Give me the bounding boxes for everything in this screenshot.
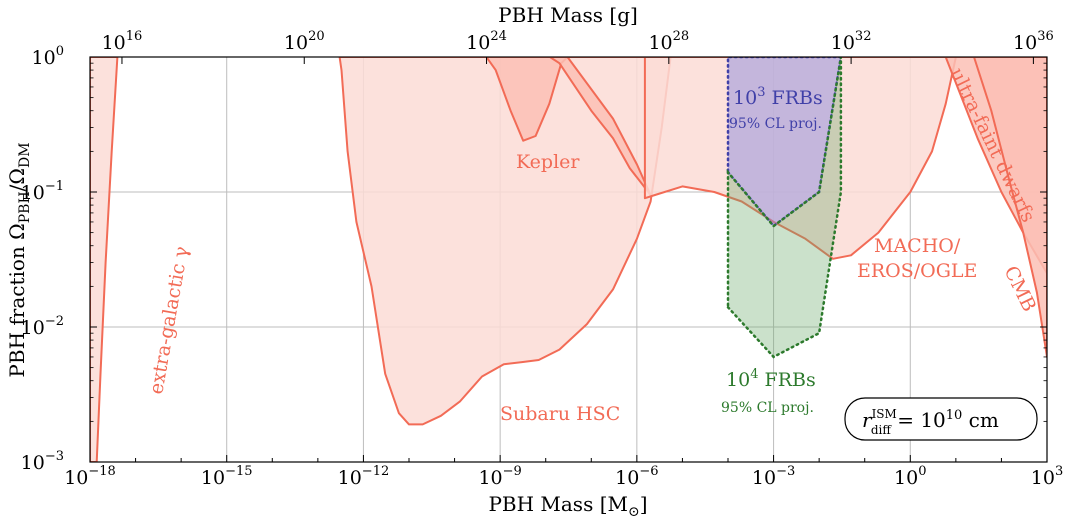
region-kepler-band	[485, 57, 652, 196]
top-tick-label: 1016	[102, 29, 143, 54]
label-macho-2: EROS/OGLE	[857, 260, 977, 282]
y-tick-label: 10−2	[21, 314, 64, 339]
label-frb-1e4: 104 FRBs	[726, 367, 816, 391]
label-macho-1: MACHO/	[874, 235, 961, 257]
top-tick-label: 1020	[284, 29, 325, 54]
top-tick-label: 1024	[466, 29, 507, 54]
y-tick-label: 10−3	[21, 449, 64, 474]
rdiff-box	[844, 397, 1038, 441]
label-frb-1e3-cl: 95% CL proj.	[729, 116, 822, 132]
plot-frame	[89, 56, 1048, 463]
top-x-axis-title: PBH Mass [g]	[498, 3, 638, 27]
label-kepler: Kepler	[516, 151, 580, 173]
frb-projections	[726, 57, 843, 359]
x-tick-label: 10−9	[478, 464, 521, 489]
y-tick-label: 10−1	[21, 179, 64, 204]
region-cmb	[973, 57, 1047, 358]
y-axis-title: PBH fraction ΩPBH/ΩDM	[5, 142, 33, 377]
x-axis-title: PBH Mass [M⊙]	[488, 492, 647, 518]
x-tick-label: 10−3	[752, 464, 795, 489]
projection-10-4-frbs	[726, 57, 843, 359]
region-extra-galactic-	[90, 57, 119, 462]
constraint-regions	[90, 57, 1047, 462]
x-tick-label: 100	[894, 464, 926, 489]
label-subaru-hsc: Subaru HSC	[500, 403, 620, 425]
x-tick-label: 10−18	[64, 464, 116, 489]
region-subaru-hsc	[338, 57, 672, 426]
label-frb-1e3: 103 FRBs	[733, 85, 823, 109]
x-tick-label: 10−12	[338, 464, 390, 489]
axis-ticks: 10−18 10−15 10−12 10−9 10−6 10−3 100 103 10−3 10−…	[21, 29, 1064, 489]
top-tick-label: 1036	[1013, 29, 1054, 54]
y-tick-label: 100	[32, 44, 64, 69]
label-frb-1e4-cl: 95% CL proj.	[721, 400, 814, 416]
top-tick-label: 1028	[648, 29, 689, 54]
x-tick-label: 103	[1031, 464, 1063, 489]
rdiff-label: rISM diff = 1010 cm	[862, 407, 999, 437]
x-tick-label: 10−15	[201, 464, 253, 489]
x-tick-label: 10−6	[615, 464, 658, 489]
top-tick-label: 1032	[831, 29, 872, 54]
projection-10-3-frbs	[726, 57, 843, 228]
